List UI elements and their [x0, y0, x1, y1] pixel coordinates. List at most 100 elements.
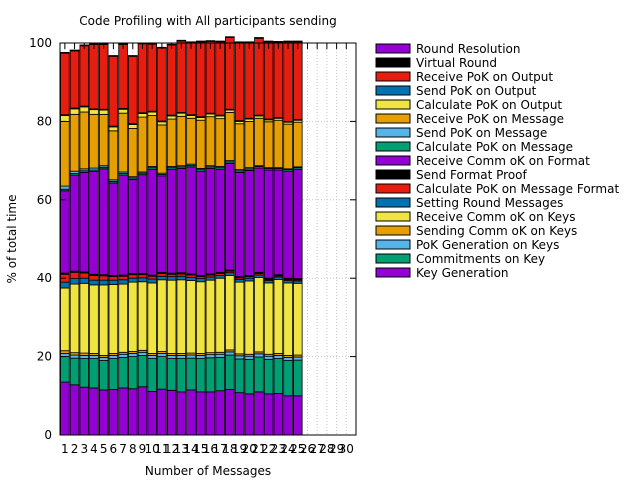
bar-segment: [118, 174, 128, 276]
bar-segment: [69, 278, 80, 285]
bar-segment: [205, 116, 216, 167]
legend-label: Receive Comm oK on Keys: [416, 210, 576, 224]
x-tick-label: 10: [145, 442, 160, 456]
bar-segment: [205, 357, 216, 393]
x-tick-label: 4: [90, 442, 98, 456]
legend-label: Setting Round Messages: [416, 196, 563, 210]
bar-segment: [293, 395, 303, 436]
bar-segment: [244, 280, 255, 355]
bar-segment: [69, 271, 80, 279]
bar-segment: [186, 117, 196, 165]
x-tick-label: 7: [119, 442, 127, 456]
bar-segment: [225, 272, 235, 276]
bar-segment: [128, 281, 138, 352]
bar-segment: [225, 351, 235, 356]
bar-segment: [108, 355, 119, 359]
bar-segment: [79, 171, 90, 273]
legend-label: Virtual Round: [416, 56, 497, 70]
bar-segment: [69, 174, 80, 272]
legend-swatch: [375, 253, 411, 264]
bar-segment: [186, 42, 196, 116]
bar-segment: [89, 284, 99, 354]
x-axis-label: Number of Messages: [145, 464, 271, 478]
legend-label: Calculate PoK on Message: [416, 140, 573, 154]
bar-segment: [137, 386, 148, 436]
bar-segment: [186, 389, 196, 436]
bar-segment: [79, 358, 90, 388]
bar-segment: [60, 356, 70, 383]
bar-segment: [137, 43, 148, 114]
bar-segment: [98, 44, 109, 110]
bar-segment: [263, 393, 274, 436]
bar-segment: [215, 390, 225, 436]
bar-segment: [205, 279, 216, 354]
bar-segment: [195, 355, 206, 359]
bar-segment: [118, 108, 128, 114]
bar-segment: [128, 55, 138, 125]
x-tick-label: 9: [139, 442, 147, 456]
bar-segment: [263, 282, 274, 355]
bar-segment: [69, 283, 80, 354]
bar-segment: [147, 111, 157, 116]
y-tick-label: 40: [37, 271, 52, 285]
bar-segment: [118, 356, 128, 389]
x-tick-label: 22: [261, 442, 276, 456]
bar-segment: [176, 355, 187, 359]
bar-segment: [283, 395, 293, 436]
x-axis: 1 2 3 4 5 6 7 8 91011121314151617181920212223242…: [61, 43, 354, 456]
bar-segment: [128, 353, 138, 357]
legend-label: Send PoK on Message: [416, 126, 547, 140]
legend-label: Receive PoK on Output: [416, 70, 553, 84]
bar-segment: [215, 277, 225, 353]
legend-swatch: [375, 127, 411, 138]
bar-segment: [186, 280, 196, 354]
legend-swatch: [375, 225, 411, 236]
bar-segment: [89, 279, 99, 286]
bar-segment: [128, 277, 138, 283]
bar-segment: [166, 118, 177, 167]
bar-segment: [254, 391, 264, 436]
bar-segment: [263, 169, 274, 279]
bar-segment: [157, 353, 167, 357]
legend-label: Key Generation: [416, 266, 509, 280]
bar-segment: [147, 282, 157, 354]
legend-label: Send PoK on Output: [416, 84, 537, 98]
y-tick-label: 0: [44, 428, 52, 442]
bar-segment: [166, 358, 177, 391]
bar-segment: [60, 287, 70, 352]
bar-segment: [263, 121, 274, 169]
x-tick-label: 29: [329, 442, 344, 456]
bar-segment: [263, 358, 274, 395]
bar-segment: [273, 393, 284, 436]
bar-segment: [60, 115, 70, 122]
legend-swatch: [375, 211, 411, 222]
bar-segment: [244, 393, 255, 436]
bar-segment: [176, 40, 187, 113]
bar-segment: [60, 52, 70, 116]
bar-segment: [293, 359, 303, 397]
legend-swatch: [375, 239, 411, 250]
bar-segment: [215, 41, 225, 116]
bar-segment: [234, 281, 245, 355]
bar-segment: [89, 109, 99, 115]
bar-segment: [69, 113, 80, 172]
bar-segment: [108, 126, 119, 132]
bar-segment: [128, 356, 138, 390]
bar-segment: [166, 44, 177, 116]
bar-segment: [273, 119, 284, 169]
bar-segment: [195, 278, 206, 283]
legend-swatch: [375, 197, 411, 208]
x-tick-label: 14: [183, 442, 198, 456]
x-tick-label: 23: [271, 442, 286, 456]
x-tick-label: 25: [290, 442, 305, 456]
bar-segment: [69, 108, 80, 115]
bar-segment: [108, 389, 119, 436]
x-tick-label: 6: [110, 442, 118, 456]
legend-swatch: [375, 85, 411, 96]
bar-segment: [225, 275, 235, 351]
bar-segment: [215, 353, 225, 358]
x-tick-label: 17: [212, 442, 227, 456]
bar-segment: [118, 283, 128, 353]
bar-segment: [283, 356, 293, 361]
bar-segment: [98, 284, 109, 356]
